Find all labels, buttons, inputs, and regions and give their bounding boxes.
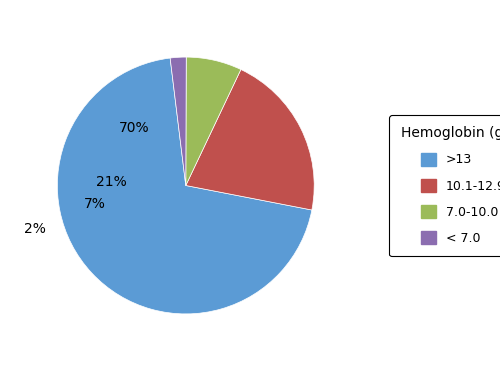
Wedge shape — [58, 58, 312, 314]
Wedge shape — [186, 69, 314, 210]
Wedge shape — [170, 57, 186, 186]
Wedge shape — [186, 57, 241, 186]
Text: 70%: 70% — [119, 121, 150, 135]
Text: 21%: 21% — [96, 175, 126, 189]
Legend: >13, 10.1-12.9, 7.0-10.0, < 7.0: >13, 10.1-12.9, 7.0-10.0, < 7.0 — [390, 115, 500, 256]
Text: 7%: 7% — [84, 197, 106, 211]
Text: 2%: 2% — [24, 222, 46, 236]
